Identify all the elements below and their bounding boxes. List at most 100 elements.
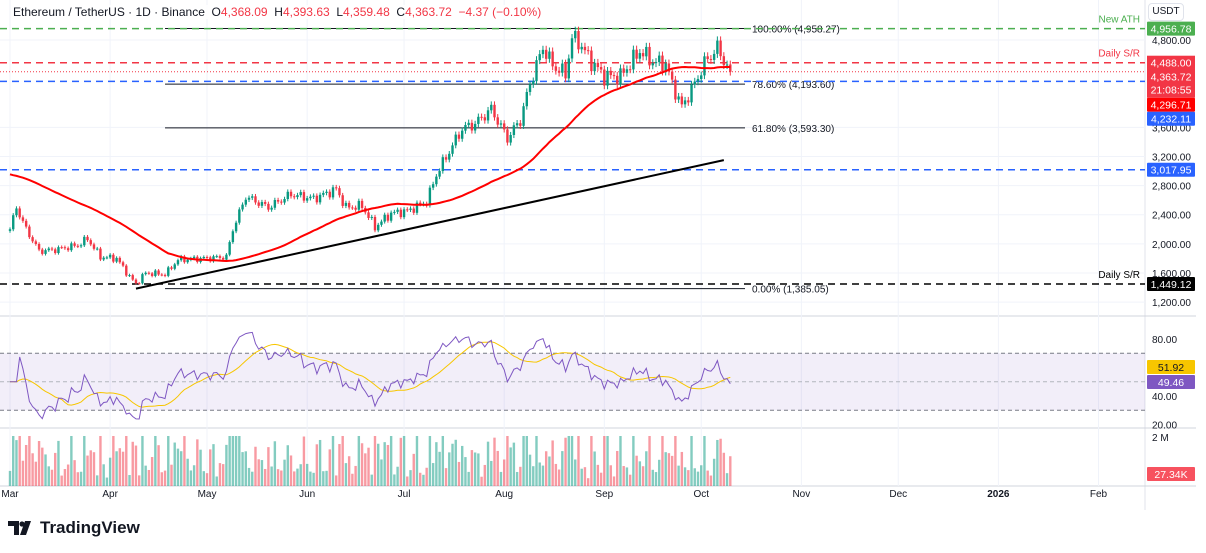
candle-body [428, 187, 432, 206]
volume-bar [399, 437, 403, 486]
tradingview-logo[interactable]: TradingView [8, 518, 140, 538]
volume-bar [632, 436, 635, 486]
volume-bar [357, 436, 361, 486]
candle-body [351, 207, 354, 209]
volume-bar [280, 470, 283, 486]
volume-bar [687, 470, 690, 486]
candle-body [596, 62, 600, 68]
volume-bar [318, 439, 322, 486]
candle-body [609, 70, 612, 76]
candle-body [638, 53, 642, 59]
volume-bar [212, 444, 215, 486]
candle-body [570, 38, 574, 59]
volume-bar [570, 436, 574, 486]
candle-body [632, 49, 635, 70]
volume-bar [86, 455, 89, 486]
candle-body [112, 254, 115, 262]
candle-body [234, 222, 238, 232]
candle-body [218, 256, 222, 258]
candle-body [73, 243, 76, 246]
candle-body [493, 104, 496, 118]
candle-body [606, 70, 609, 86]
candle-body [619, 68, 622, 85]
fib-level-label: 100.00% (4,958.27) [752, 24, 840, 35]
volume-bar [496, 450, 499, 486]
volume-bar [506, 436, 509, 486]
volume-bar [415, 436, 419, 486]
symbol-title[interactable]: Ethereum / TetherUS · 1D · Binance [13, 5, 205, 19]
volume-bar [260, 460, 264, 486]
volume-bar [157, 445, 160, 486]
volume-bar [128, 475, 131, 486]
candle-body [15, 208, 18, 216]
candle-body [651, 63, 654, 66]
currency-unit-button[interactable]: USDT [1148, 3, 1184, 21]
candle-body [448, 153, 451, 160]
candle-body [396, 209, 399, 212]
volume-bar [150, 457, 154, 486]
volume-bar [24, 444, 28, 486]
candle-body [690, 84, 693, 103]
volume-bar [170, 464, 173, 486]
volume-bar [202, 471, 205, 486]
price-chart[interactable]: 4,800.00 3,600.00 3,200.00 2,800.00 2,400.00… [0, 0, 1206, 510]
volume-bar [473, 452, 477, 486]
volume-bar [309, 471, 312, 486]
fib-level-label: 0.00% (1,385.05) [752, 285, 829, 296]
level-price-badge-bg [1147, 111, 1195, 126]
volume-tick-label: 2 M [1152, 433, 1169, 444]
candle-body [302, 192, 306, 201]
candle-body [386, 214, 390, 221]
volume-bar [160, 472, 164, 486]
candle-body [99, 248, 102, 260]
candle-body [564, 63, 567, 79]
candle-body [373, 216, 377, 231]
candle-body [635, 49, 638, 59]
volume-bar [218, 463, 222, 486]
candle-body [63, 247, 67, 249]
candle-body [677, 96, 680, 100]
candle-body [192, 256, 196, 259]
volume-bar [596, 464, 600, 486]
chart-background [0, 0, 1206, 510]
candle-body [283, 199, 286, 203]
volume-bar [464, 457, 467, 486]
candle-body [115, 257, 118, 262]
volume-bar [528, 454, 532, 486]
volume-bar [341, 436, 344, 486]
volume-bar [8, 470, 12, 486]
candle-body [383, 214, 386, 222]
volume-bar [50, 469, 54, 486]
volume-bar [370, 474, 373, 486]
volume-bar [448, 452, 451, 486]
volume-bar [302, 436, 306, 486]
time-tick-label: Aug [495, 489, 513, 500]
candle-body [473, 123, 477, 131]
price-tick-label: 1,200.00 [1152, 298, 1191, 309]
candle-body [76, 245, 80, 247]
volume-bar [709, 475, 713, 486]
volume-bar [541, 465, 545, 486]
candle-body [389, 212, 393, 221]
volume-bar [599, 472, 603, 486]
volume-bar [532, 466, 535, 486]
volume-bar [590, 436, 593, 486]
candle-body [254, 196, 257, 203]
candle-body [241, 204, 244, 210]
price-tick-label: 3,600.00 [1152, 123, 1191, 134]
candle-body [409, 208, 412, 210]
candle-body [66, 248, 70, 251]
volume-bar [654, 472, 658, 486]
volume-bar [515, 471, 519, 486]
candle-body [347, 202, 351, 208]
candle-body [215, 256, 218, 258]
volume-bar [606, 436, 609, 486]
candle-body [34, 241, 38, 245]
time-tick-label: Dec [889, 489, 907, 500]
volume-bar [383, 442, 386, 486]
price-tick-label: 2,400.00 [1152, 211, 1191, 222]
brand-name: TradingView [40, 518, 140, 537]
volume-bar [700, 465, 703, 486]
volume-bar [251, 471, 254, 486]
candle-body [700, 75, 703, 79]
